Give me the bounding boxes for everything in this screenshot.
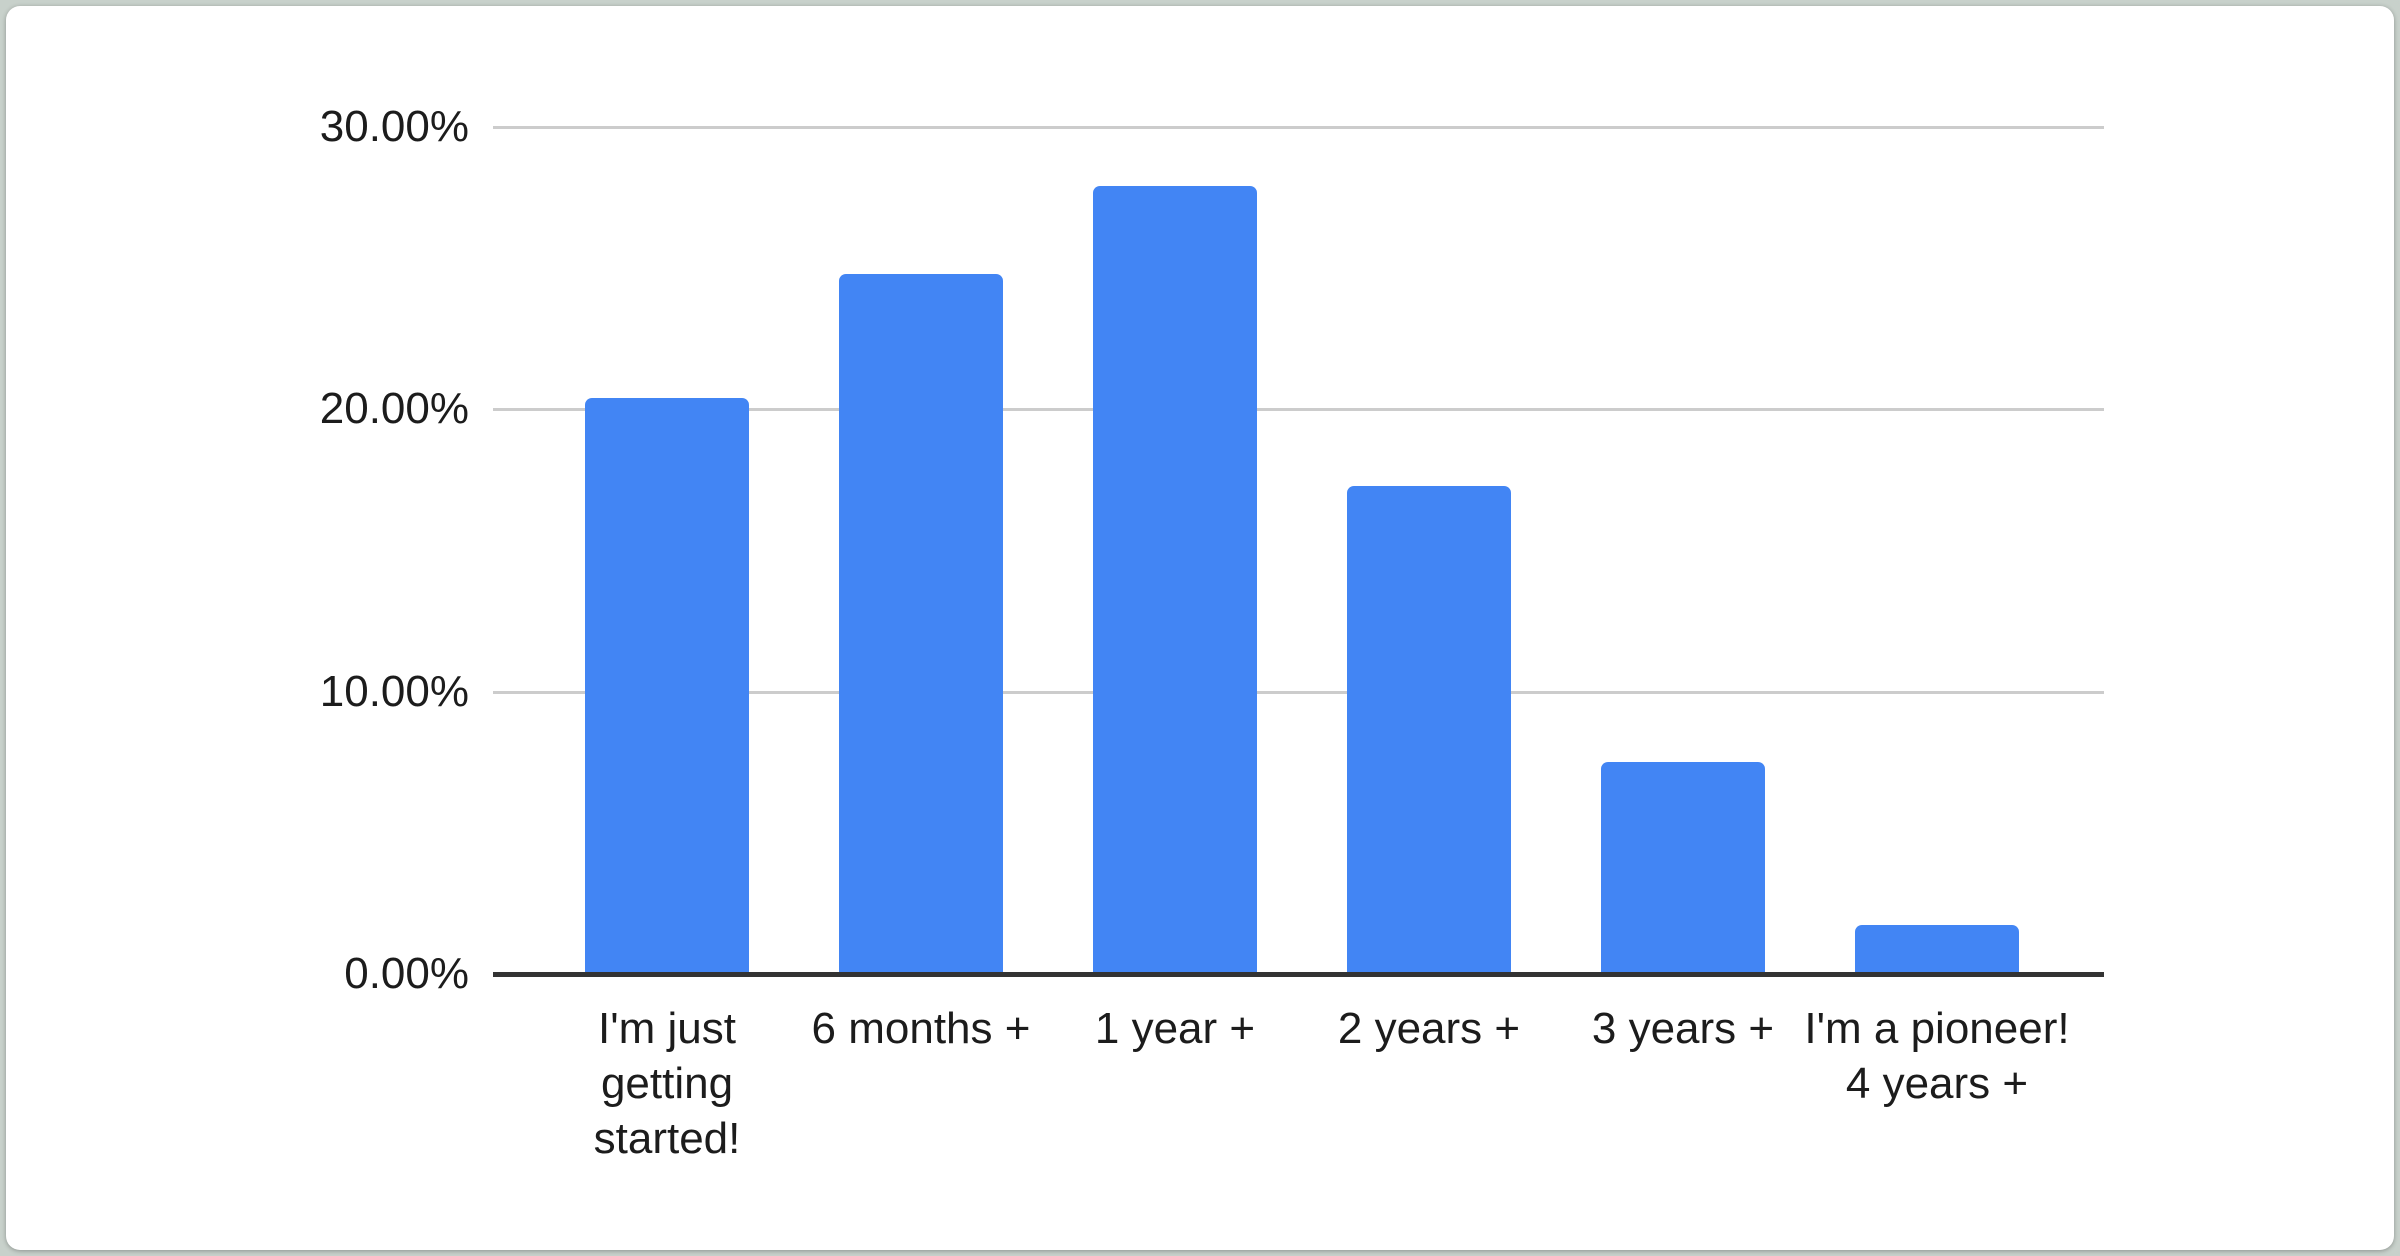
y-axis-tick-label: 10.00% [319,666,469,716]
y-axis-tick-label: 30.00% [319,102,469,151]
bar[interactable] [1347,485,1511,974]
x-axis-label: 2 years + [1337,1004,1521,1053]
x-axis-baseline [493,972,2104,977]
x-axis-label: I'm a pioneer! 4 years + [1804,1004,2070,1108]
x-axis-label: 1 year + [1094,1004,1256,1053]
x-axis-label: 6 months + [811,1004,1031,1053]
bar[interactable] [839,273,1003,974]
x-axis-label: I'm just getting started! [593,1004,741,1163]
bar[interactable] [1093,186,1257,974]
bar[interactable] [1855,924,2019,974]
bar-chart: 0.00% 10.00% 20.00% 30.00% I'm just getting… [6,6,2394,1250]
gridline [493,126,2104,129]
bar[interactable] [585,398,749,974]
x-axis-label: 3 years + [1591,1004,1775,1053]
y-axis-tick-label: 20.00% [319,384,469,434]
gridline [493,408,2104,412]
chart-card: 0.00% 10.00% 20.00% 30.00% I'm just getting… [6,6,2394,1250]
y-axis-tick-label: 0.00% [344,949,469,998]
bar[interactable] [1601,762,1765,974]
gridline [493,690,2104,694]
